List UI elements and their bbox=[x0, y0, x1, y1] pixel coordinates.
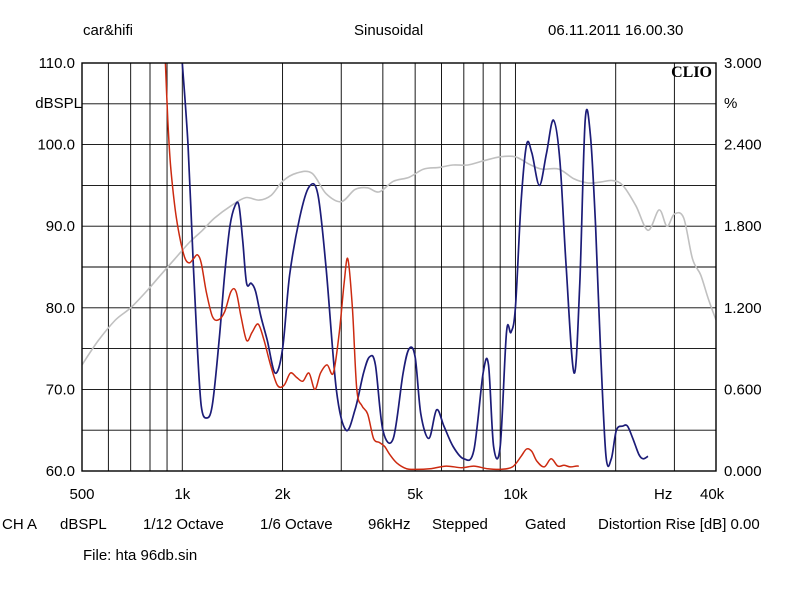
info-item: Stepped bbox=[432, 516, 488, 533]
y-tick-right: 0.600 bbox=[724, 381, 762, 398]
file-label: File: hta 96db.sin bbox=[83, 547, 198, 564]
app-title: car&hifi bbox=[83, 22, 134, 39]
y-axis-left-label: dBSPL bbox=[35, 95, 82, 112]
x-tick-label: 10k bbox=[503, 486, 528, 503]
info-item: Gated bbox=[525, 516, 566, 533]
info-item: 96kHz bbox=[368, 516, 411, 533]
blue-series-line bbox=[181, 62, 649, 468]
info-item: Distortion Rise [dB] 0.00 bbox=[598, 516, 760, 533]
x-tick-label: 5k bbox=[407, 486, 423, 503]
plot-frame bbox=[81, 62, 717, 472]
y-axis-right-label: % bbox=[724, 95, 737, 112]
x-tick-label: 2k bbox=[275, 486, 291, 503]
y-tick-left: 80.0 bbox=[46, 300, 75, 317]
y-tick-right: 0.000 bbox=[724, 463, 762, 480]
x-tick-label: 40k bbox=[700, 486, 725, 503]
x-axis-label: Hz bbox=[654, 486, 672, 503]
info-item: 1/6 Octave bbox=[260, 516, 333, 533]
grid-lines bbox=[82, 63, 717, 471]
clio-brand: CLIO bbox=[671, 64, 712, 81]
x-tick-label: 1k bbox=[174, 486, 190, 503]
timestamp: 06.11.2011 16.00.30 bbox=[548, 22, 684, 39]
tick-labels: 60.0 70.0 80.0 90.0 100.0 110.0 0.000 0.600 1.20… bbox=[37, 55, 761, 503]
info-item: dBSPL bbox=[60, 516, 107, 533]
x-tick-label: 500 bbox=[69, 486, 94, 503]
y-tick-left: 110.0 bbox=[39, 55, 75, 72]
series-curves bbox=[82, 62, 716, 471]
y-tick-left: 70.0 bbox=[46, 381, 75, 398]
y-tick-left: 60.0 bbox=[46, 463, 75, 480]
red-series-line bbox=[164, 62, 579, 471]
y-tick-right: 1.800 bbox=[724, 218, 762, 235]
gray-series-line bbox=[82, 155, 716, 366]
y-tick-left: 100.0 bbox=[37, 137, 75, 154]
y-tick-right: 3.000 bbox=[724, 55, 762, 72]
y-tick-right: 1.200 bbox=[724, 300, 762, 317]
info-item: CH A bbox=[2, 516, 38, 533]
measurement-mode: Sinusoidal bbox=[354, 22, 424, 39]
y-tick-right: 2.400 bbox=[724, 137, 762, 154]
info-item: 1/12 Octave bbox=[143, 516, 224, 533]
y-tick-left: 90.0 bbox=[46, 218, 75, 235]
